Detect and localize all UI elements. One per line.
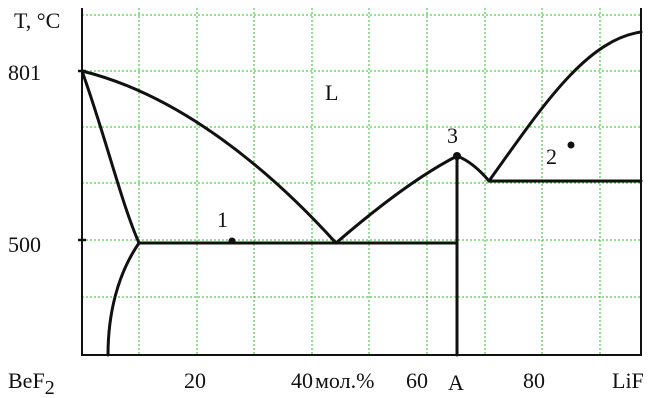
- point-3-marker: [453, 152, 461, 160]
- y-axis-label: T, °C: [14, 8, 60, 33]
- liquidus-left-curve: [80, 69, 338, 245]
- x-axis-unit: мол.%: [315, 368, 374, 393]
- grid: [82, 8, 641, 356]
- liquid-region-label: L: [325, 80, 338, 105]
- point-1-marker: [228, 237, 236, 245]
- liquidus-right-curve: [487, 30, 643, 183]
- point-3-label: 3: [447, 123, 458, 148]
- x-left-component-subscript: 2: [45, 377, 55, 398]
- x-left-component-main: BeF: [8, 368, 45, 393]
- point-1-label: 1: [217, 207, 228, 232]
- liquidus-middle-curve: [334, 154, 491, 245]
- x-tick-80: 80: [523, 368, 545, 393]
- y-tick-801: 801: [8, 60, 41, 85]
- solidus-left-curve: [80, 69, 141, 245]
- point-2-label: 2: [546, 144, 557, 169]
- y-tick-500: 500: [8, 232, 41, 257]
- x-tick-40: 40: [291, 368, 313, 393]
- point-2-marker: [567, 141, 575, 149]
- solvus-left-curve: [106, 241, 141, 357]
- x-tick-60: 60: [406, 368, 428, 393]
- compound-a-label: A: [448, 370, 464, 395]
- x-left-component: BeF2: [8, 368, 55, 398]
- x-tick-20: 20: [184, 368, 206, 393]
- x-right-component: LiF: [612, 368, 644, 393]
